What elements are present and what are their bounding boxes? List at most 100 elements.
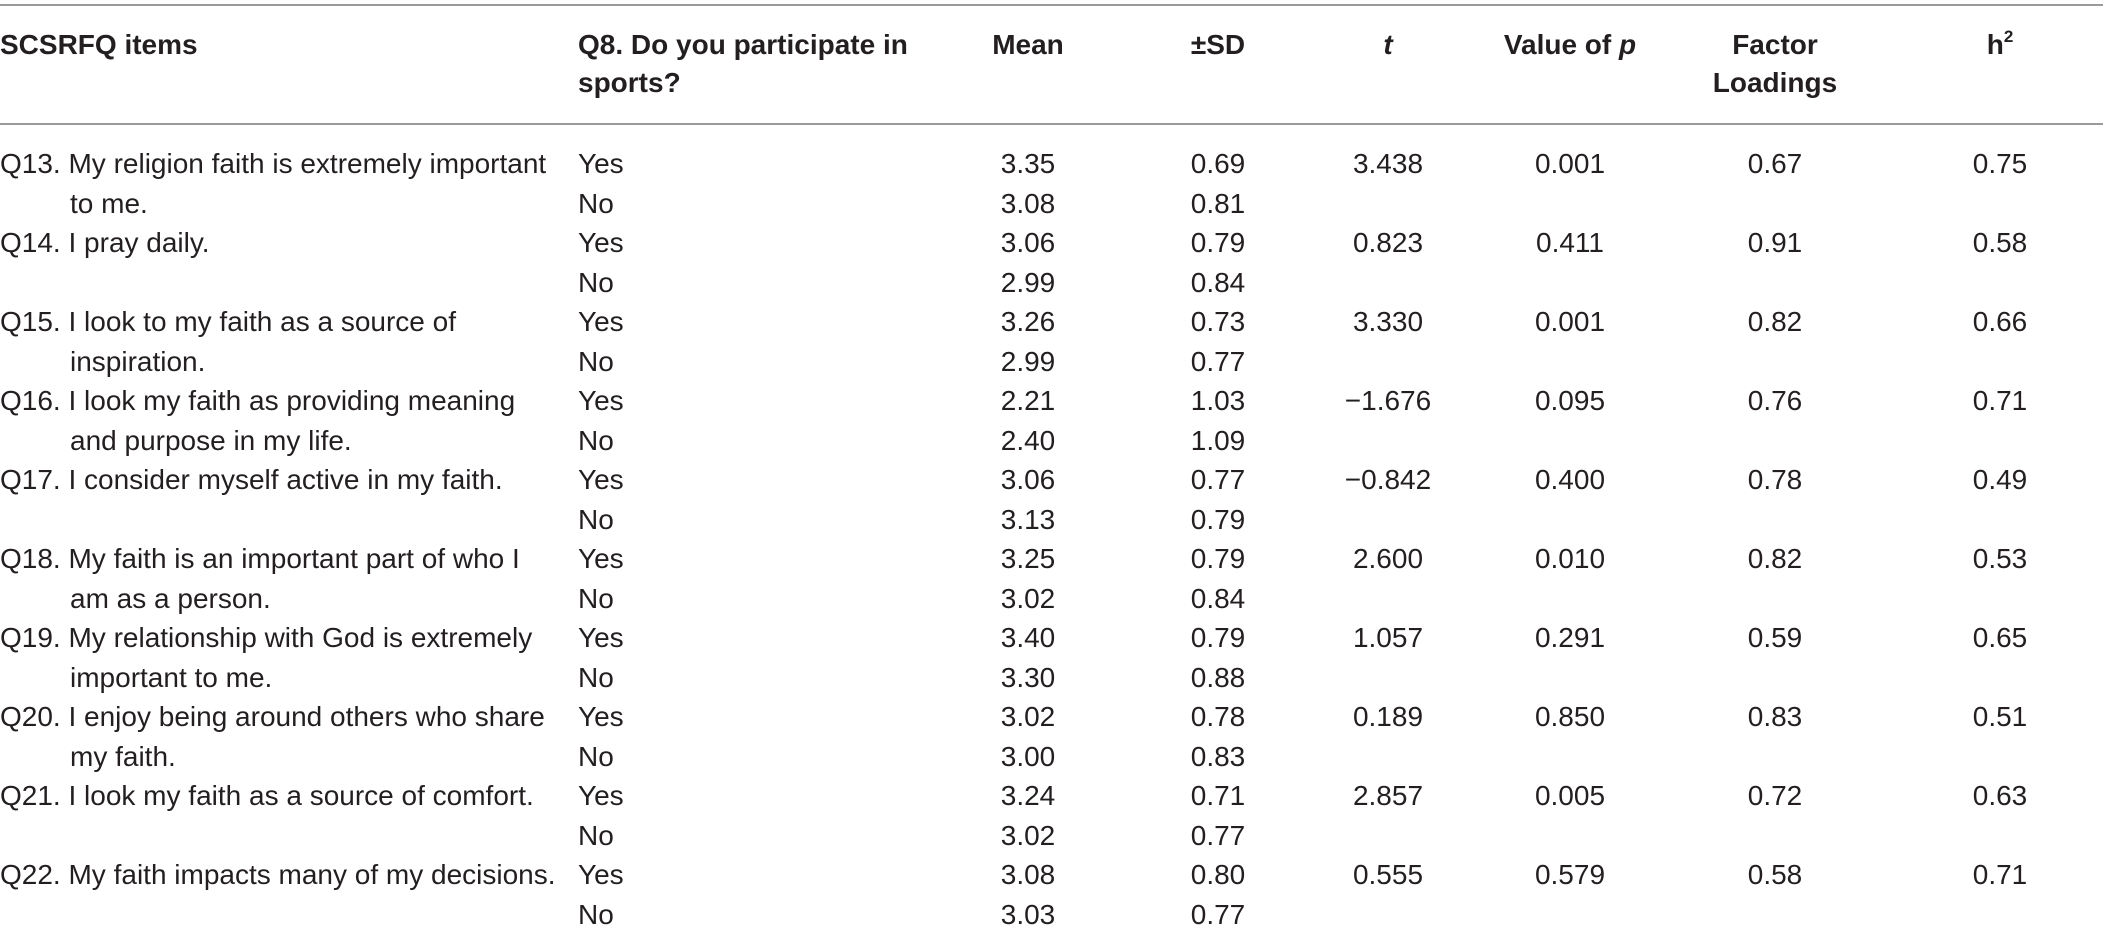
- mean-yes: 3.06: [1000, 464, 1056, 495]
- header-h2-sup: 2: [2003, 27, 2014, 46]
- mean-no: 3.02: [1000, 582, 1056, 614]
- factor-loading: 0.78: [1747, 464, 1803, 495]
- mean-yes: 3.08: [1000, 859, 1056, 890]
- table-row: Q15. I look to my faith as a source of i…: [0, 302, 2103, 381]
- table-row: Q22. My faith impacts many of my decisio…: [0, 855, 2103, 934]
- sd-yes: 0.71: [1190, 780, 1246, 811]
- sd-yes: 1.03: [1190, 385, 1246, 416]
- sd-yes: 0.69: [1190, 148, 1246, 179]
- t-value: 1.057: [1352, 622, 1424, 653]
- factor-loading: 0.83: [1747, 701, 1803, 732]
- header-t-var: t: [1383, 29, 1393, 60]
- item-text: Q17. I consider myself active in my fait…: [0, 464, 503, 495]
- group-no: No: [578, 661, 614, 693]
- table-row: Q17. I consider myself active in my fait…: [0, 460, 2103, 539]
- header-items: SCSRFQ items: [0, 29, 198, 60]
- sd-no: 0.83: [1190, 740, 1246, 772]
- t-value: 2.857: [1352, 780, 1424, 811]
- table-row: Q19. My relationship with God is extreme…: [0, 618, 2103, 697]
- mean-yes: 3.02: [1000, 701, 1056, 732]
- sd-yes: 0.77: [1190, 464, 1246, 495]
- header-mean: Mean: [992, 29, 1064, 60]
- h2-value: 0.71: [1972, 385, 2028, 416]
- group-yes: Yes: [578, 148, 624, 179]
- factor-loading: 0.82: [1747, 543, 1803, 574]
- item-text: Q15. I look to my faith as a source of i…: [0, 306, 456, 377]
- item-text: Q22. My faith impacts many of my decisio…: [0, 859, 556, 890]
- group-no: No: [578, 503, 614, 535]
- group-no: No: [578, 582, 614, 614]
- table-row: Q16. I look my faith as providing meanin…: [0, 381, 2103, 460]
- sd-no: 0.77: [1190, 898, 1246, 930]
- mean-no: 2.99: [1000, 266, 1056, 298]
- sd-no: 0.79: [1190, 503, 1246, 535]
- h2-value: 0.66: [1972, 306, 2028, 337]
- p-value: 0.291: [1534, 622, 1606, 653]
- p-value: 0.001: [1534, 148, 1606, 179]
- t-value: 0.189: [1352, 701, 1424, 732]
- h2-value: 0.53: [1972, 543, 2028, 574]
- group-no: No: [578, 819, 614, 851]
- group-yes: Yes: [578, 227, 624, 258]
- table-row: Q21. I look my faith as a source of comf…: [0, 776, 2103, 855]
- item-text: Q19. My relationship with God is extreme…: [0, 622, 533, 693]
- p-value: 0.095: [1534, 385, 1606, 416]
- header-factor-loadings: Factor Loadings: [1712, 29, 1838, 98]
- mean-no: 2.40: [1000, 424, 1056, 456]
- mean-no: 3.30: [1000, 661, 1056, 693]
- table-row: Q20. I enjoy being around others who sha…: [0, 697, 2103, 776]
- sd-yes: 0.79: [1190, 543, 1246, 574]
- t-value: 2.600: [1352, 543, 1424, 574]
- p-value: 0.005: [1534, 780, 1606, 811]
- group-no: No: [578, 424, 614, 456]
- header-pvalue-var: p: [1619, 29, 1637, 60]
- h2-value: 0.49: [1972, 464, 2028, 495]
- mean-yes: 2.21: [1000, 385, 1056, 416]
- group-yes: Yes: [578, 306, 624, 337]
- p-value: 0.400: [1534, 464, 1606, 495]
- factor-loading: 0.72: [1747, 780, 1803, 811]
- mean-no: 3.00: [1000, 740, 1056, 772]
- mean-no: 3.02: [1000, 819, 1056, 851]
- sd-yes: 0.80: [1190, 859, 1246, 890]
- group-yes: Yes: [578, 859, 624, 890]
- t-value: −0.842: [1344, 464, 1432, 495]
- h2-value: 0.75: [1972, 148, 2028, 179]
- group-yes: Yes: [578, 464, 624, 495]
- item-text: Q21. I look my faith as a source of comf…: [0, 780, 534, 811]
- mean-yes: 3.35: [1000, 148, 1056, 179]
- group-yes: Yes: [578, 701, 624, 732]
- sd-no: 0.77: [1190, 345, 1246, 377]
- factor-loading: 0.76: [1747, 385, 1803, 416]
- mean-yes: 3.40: [1000, 622, 1056, 653]
- item-text: Q14. I pray daily.: [0, 227, 210, 258]
- group-no: No: [578, 266, 614, 298]
- table-row: Q14. I pray daily. Yes No 3.06 2.99 0.79 0.84 0…: [0, 223, 2103, 302]
- mean-no: 2.99: [1000, 345, 1056, 377]
- sd-yes: 0.79: [1190, 227, 1246, 258]
- sd-no: 1.09: [1190, 424, 1246, 456]
- header-sports: Q8. Do you participate in sports?: [578, 29, 908, 98]
- sd-no: 0.81: [1190, 187, 1246, 219]
- mean-yes: 3.06: [1000, 227, 1056, 258]
- group-yes: Yes: [578, 543, 624, 574]
- p-value: 0.411: [1536, 227, 1604, 258]
- header-sd: ±SD: [1190, 29, 1246, 60]
- mean-no: 3.03: [1000, 898, 1056, 930]
- sd-yes: 0.78: [1190, 701, 1246, 732]
- p-value: 0.010: [1534, 543, 1606, 574]
- h2-value: 0.51: [1972, 701, 2028, 732]
- header-h2-base: h: [1986, 29, 2004, 60]
- group-no: No: [578, 898, 614, 930]
- group-no: No: [578, 345, 614, 377]
- group-no: No: [578, 740, 614, 772]
- sd-no: 0.84: [1190, 582, 1246, 614]
- t-value: 0.555: [1352, 859, 1424, 890]
- item-text: Q20. I enjoy being around others who sha…: [0, 701, 545, 772]
- factor-loading: 0.59: [1747, 622, 1803, 653]
- table-top-rule: [0, 4, 2103, 6]
- header-t: t: [1318, 26, 1458, 64]
- item-text: Q13. My religion faith is extremely impo…: [0, 148, 547, 219]
- header-h2: h2: [1930, 26, 2070, 64]
- h2-value: 0.65: [1972, 622, 2028, 653]
